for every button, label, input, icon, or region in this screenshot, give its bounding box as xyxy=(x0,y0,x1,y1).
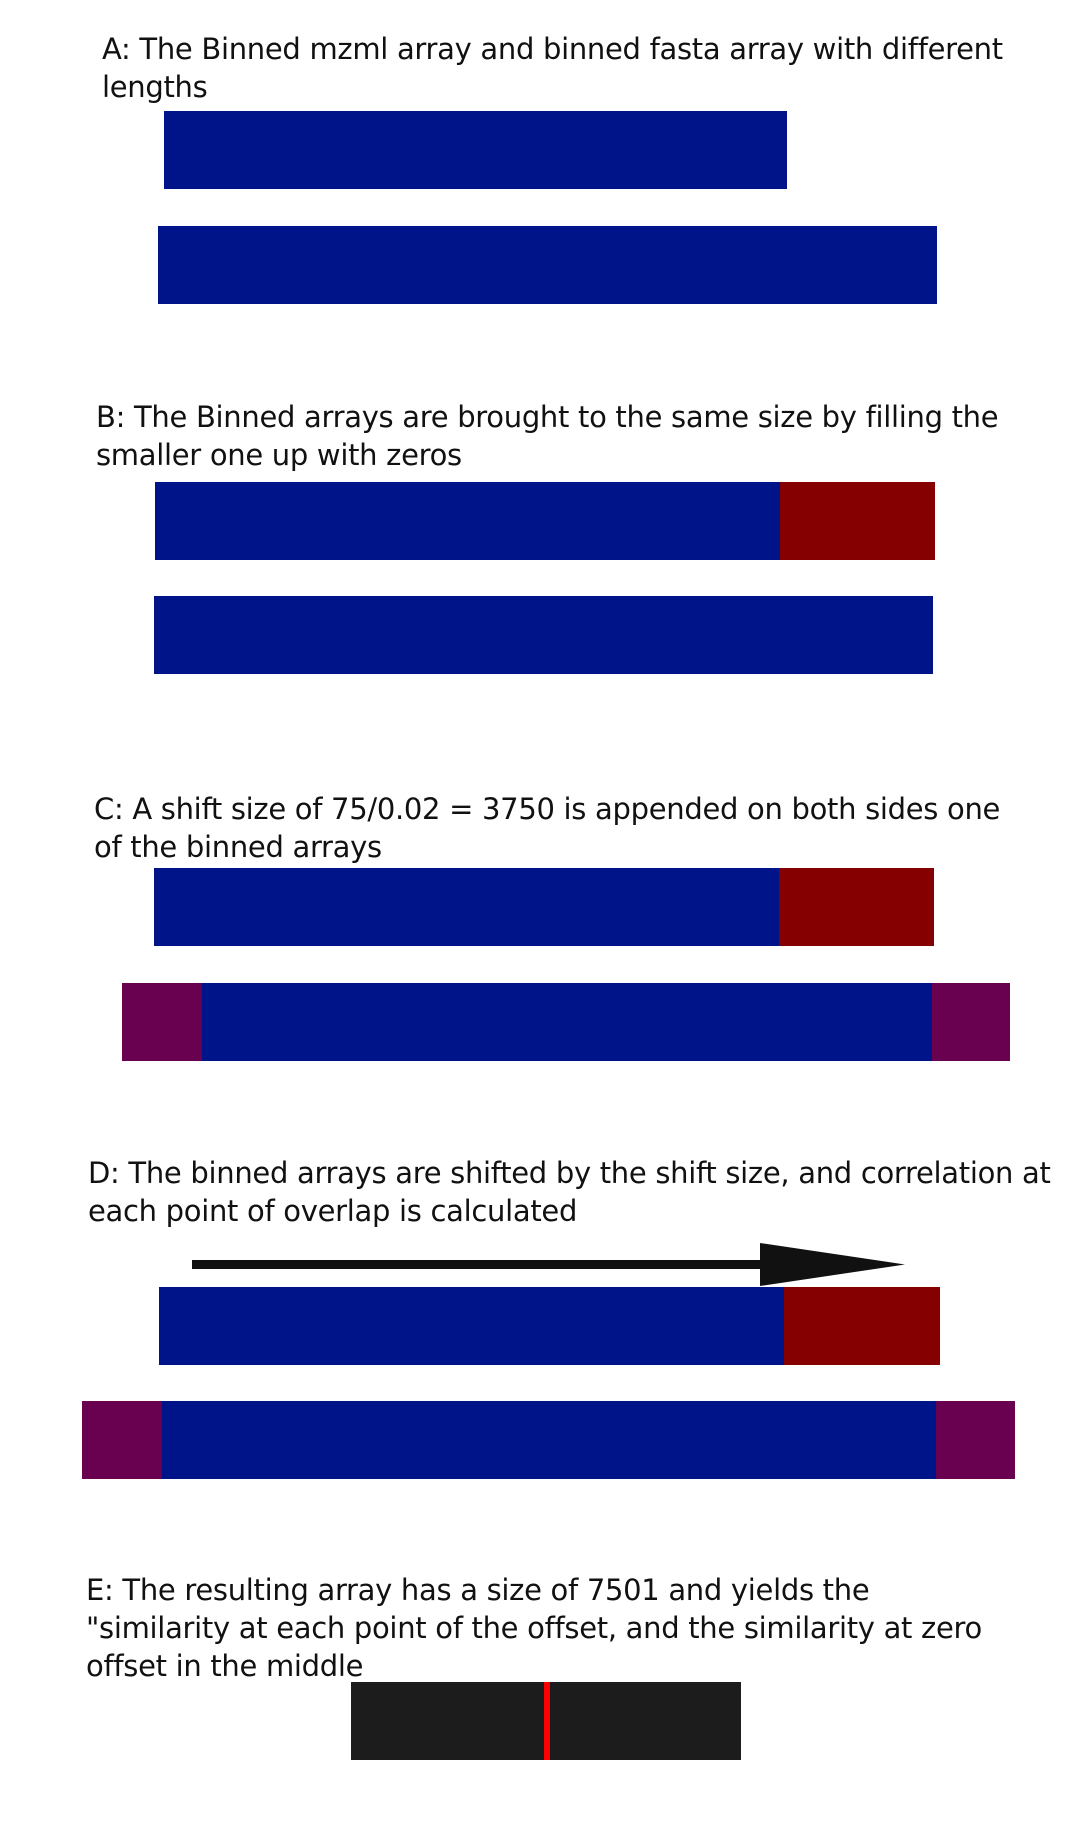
panel-a-fasta-array xyxy=(158,226,937,304)
panel-a-mzml-array xyxy=(164,111,787,189)
panel-d-caption: D: The binned arrays are shifted by the … xyxy=(88,1156,1051,1228)
panel-d-shift-left xyxy=(82,1401,162,1479)
panel-d-padded-array xyxy=(159,1287,784,1365)
panel-b-caption: B: The Binned arrays are brought to the … xyxy=(96,400,999,472)
panel-e-caption: E: The resulting array has a size of 750… xyxy=(86,1573,982,1683)
panel-c-zero-fill xyxy=(779,868,934,946)
panel-b-full-array xyxy=(154,596,933,674)
panel-c-caption: C: A shift size of 75/0.02 = 3750 is app… xyxy=(94,792,1001,864)
panel-b-zero-fill xyxy=(780,482,935,560)
panel-e-zero-offset-marker xyxy=(544,1682,550,1760)
panel-c-padded-array xyxy=(154,868,779,946)
panel-d-zero-fill xyxy=(784,1287,940,1365)
panel-a-caption: A: The Binned mzml array and binned fast… xyxy=(102,32,1003,104)
shift-direction-arrow-icon xyxy=(192,1243,905,1286)
panel-d-shifted-array xyxy=(162,1401,936,1479)
panel-c-shift-left xyxy=(122,983,202,1061)
panel-c-shifted-array xyxy=(202,983,932,1061)
panel-d-shift-right xyxy=(936,1401,1015,1479)
panel-c-shift-right xyxy=(932,983,1010,1061)
panel-b-padded-array xyxy=(155,482,780,560)
